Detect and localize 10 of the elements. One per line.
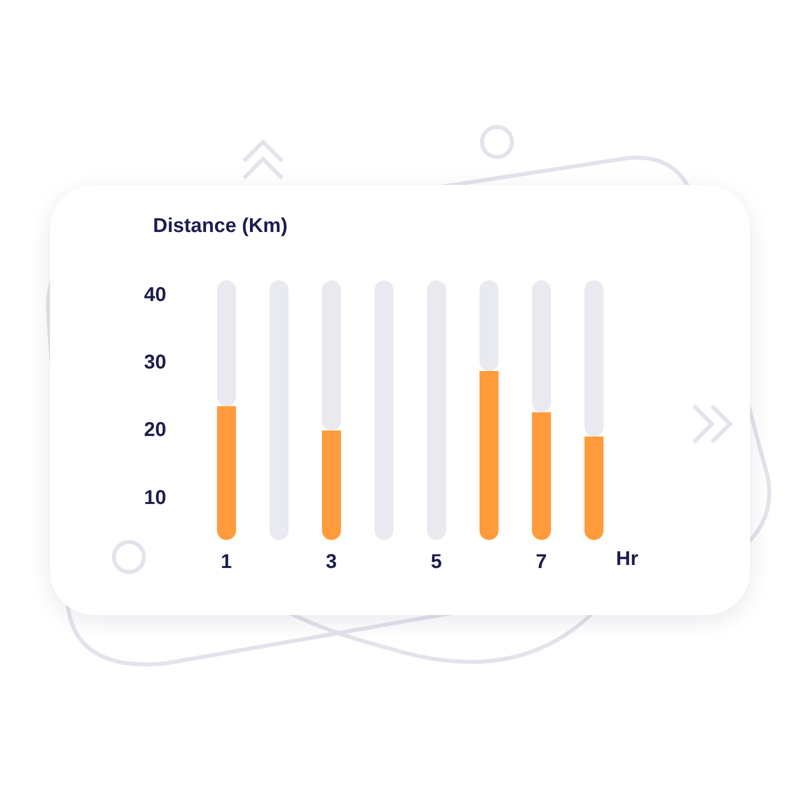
y-tick-label: 10 (144, 486, 166, 509)
x-axis-title: Hr (616, 548, 638, 571)
x-tick-label: 7 (536, 551, 547, 574)
x-tick-label: 1 (220, 551, 232, 574)
y-tick-label: 40 (144, 284, 166, 306)
x-tick-label: 5 (430, 551, 442, 574)
chart-title: Distance (Km) (153, 215, 288, 238)
y-tick-label: 30 (144, 352, 166, 374)
x-tick-label: 3 (326, 551, 337, 574)
y-tick-label: 20 (144, 419, 166, 442)
